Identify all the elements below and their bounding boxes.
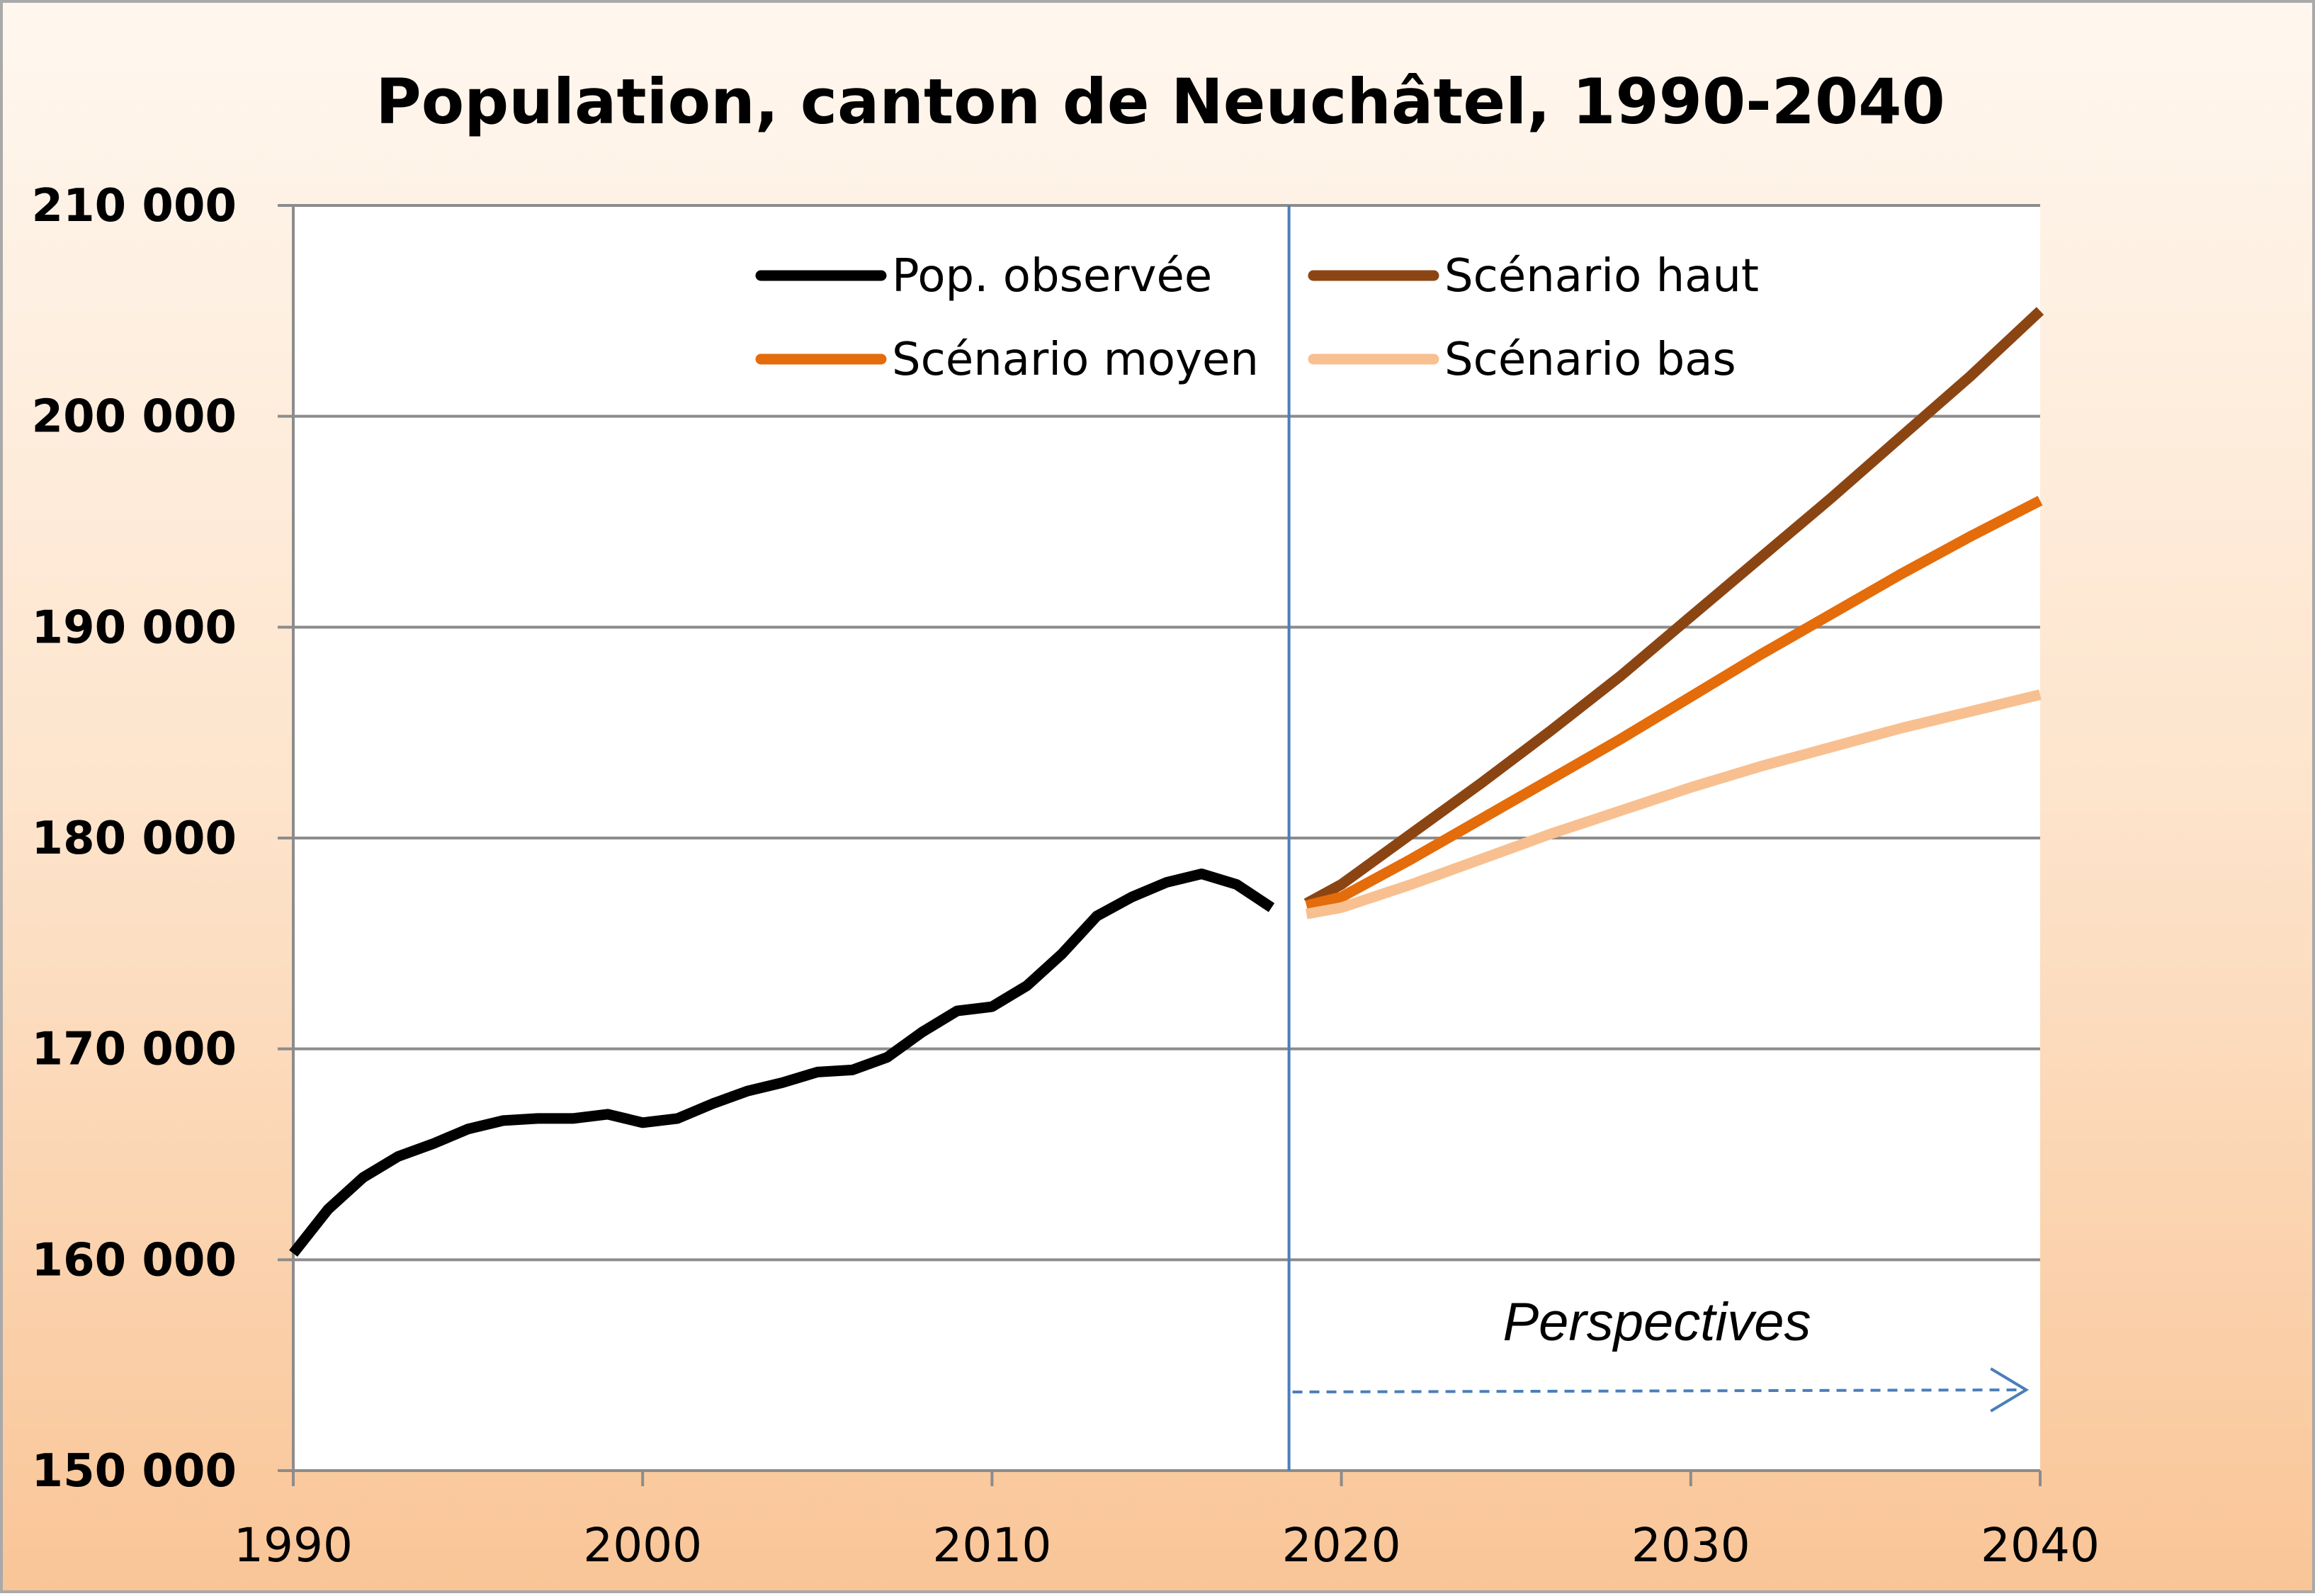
axes <box>278 204 2042 1486</box>
legend-label-0: Pop. observée <box>892 250 1212 302</box>
y-axis-tick-labels: 150 000 160 000 170 000 180 000 190 000 200 0… <box>32 180 237 1498</box>
annotation-arrow-line <box>1292 1388 2024 1393</box>
y-tick-label-0: 150 000 <box>32 1445 237 1498</box>
y-tick-label-2: 170 000 <box>32 1024 237 1076</box>
annotation-arrow-head <box>1990 1367 2030 1413</box>
y-tick-label-3: 180 000 <box>32 813 237 865</box>
series-line-0 <box>289 868 1275 1257</box>
x-axis-tick-labels: 1990 2000 2010 2020 2030 2040 <box>234 1518 2100 1573</box>
series-line-3 <box>1305 689 2042 919</box>
chart-svg: Population, canton de Neuchâtel, 1990-20… <box>32 65 2100 1573</box>
legend-label-3: Scénario bas <box>1444 334 1736 386</box>
series-line-2 <box>1305 496 2043 911</box>
annotations: Perspectives <box>1287 205 2030 1471</box>
y-tick-label-1: 160 000 <box>32 1234 237 1286</box>
series-line-1 <box>1303 307 2044 908</box>
y-tick-label-4: 190 000 <box>32 601 237 654</box>
y-tick-label-5: 200 000 <box>32 391 237 443</box>
legend: Pop. observée Scénario haut Scénario moyen… <box>755 250 1759 386</box>
x-tick-label-3: 2020 <box>1282 1518 1401 1573</box>
legend-label-1: Scénario haut <box>1444 250 1759 302</box>
y-tick-label-6: 210 000 <box>32 180 237 232</box>
series-lines <box>289 307 2044 1257</box>
chart-title: Population, canton de Neuchâtel, 1990-20… <box>375 65 1945 138</box>
x-tick-label-0: 1990 <box>234 1518 353 1573</box>
x-tick-label-1: 2000 <box>583 1518 702 1573</box>
x-tick-label-2: 2010 <box>932 1518 1051 1573</box>
x-tick-label-5: 2040 <box>1981 1518 2100 1573</box>
x-tick-label-4: 2030 <box>1631 1518 1750 1573</box>
annotation-perspectives: Perspectives <box>1502 1292 1811 1352</box>
legend-label-2: Scénario moyen <box>892 334 1259 386</box>
